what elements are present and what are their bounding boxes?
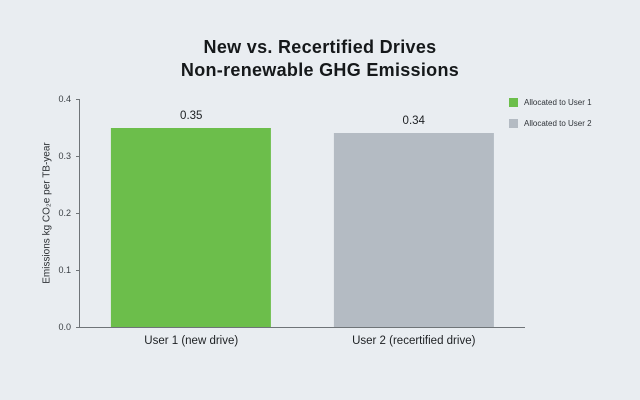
y-axis-ticks: 0.0 0.1 0.2 0.3 0.4 xyxy=(58,94,525,332)
chart-title-block: New vs. Recertified Drives Non-renewable… xyxy=(0,36,640,82)
y-tick-label: 0.2 xyxy=(58,208,71,218)
bar-value-label: 0.34 xyxy=(402,115,425,128)
y-tick-label: 0.0 xyxy=(58,322,71,332)
x-category-label: User 1 (new drive) xyxy=(144,335,239,347)
y-tick: 0.1 xyxy=(58,265,80,275)
y-tick: 0.3 xyxy=(58,151,80,161)
y-tick-mark xyxy=(76,326,80,328)
legend-swatch xyxy=(509,98,518,107)
legend-label: Allocated to User 1 xyxy=(524,98,592,107)
bar-value-label: 0.35 xyxy=(180,109,203,122)
y-axis-title: Emissions kg CO₂e per TB-year xyxy=(41,142,53,284)
legend-label: Allocated to User 2 xyxy=(524,119,592,128)
bar xyxy=(333,133,494,327)
y-tick-mark xyxy=(76,212,80,214)
chart-legend: Allocated to User 1 Allocated to User 2 xyxy=(509,98,592,140)
y-tick: 0.0 xyxy=(58,322,80,332)
y-tick-label: 0.3 xyxy=(58,151,71,161)
legend-item: Allocated to User 1 xyxy=(509,98,592,107)
chart-title: New vs. Recertified Drives xyxy=(203,37,437,57)
bars: 0.35 0.34 xyxy=(80,99,525,327)
bar-slot: 0.35 xyxy=(80,99,303,327)
y-tick: 0.2 xyxy=(58,208,80,218)
y-tick-label: 0.4 xyxy=(58,94,71,104)
y-tick-mark xyxy=(76,269,80,271)
x-category-label: User 2 (recertified drive) xyxy=(352,335,476,347)
legend-swatch xyxy=(509,119,518,128)
y-tick-mark xyxy=(76,98,80,100)
plot-area: 0.0 0.1 0.2 0.3 0.4 0.35 0.34 User 1 (new dri… xyxy=(58,94,525,347)
x-axis-labels: User 1 (new drive) User 2 (recertified dr… xyxy=(80,335,525,347)
bar-slot: 0.34 xyxy=(303,99,526,327)
y-tick-label: 0.1 xyxy=(58,265,71,275)
chart-subtitle: Non-renewable GHG Emissions xyxy=(180,60,460,80)
bar xyxy=(111,127,272,327)
y-tick-mark xyxy=(76,155,80,157)
y-tick: 0.4 xyxy=(58,94,80,104)
legend-item: Allocated to User 2 xyxy=(509,119,592,128)
